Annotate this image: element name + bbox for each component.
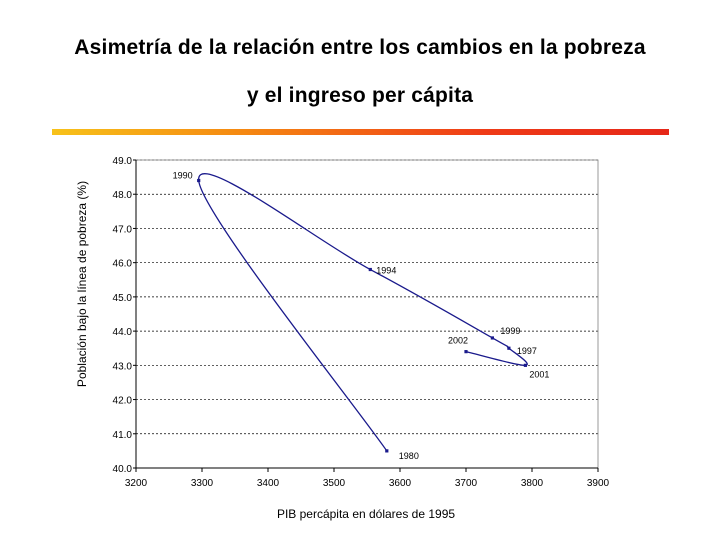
y-tick-label: 43.0 bbox=[113, 361, 133, 372]
data-point-label: 1997 bbox=[517, 346, 537, 356]
data-point-marker bbox=[385, 449, 389, 453]
x-tick-label: 3600 bbox=[389, 478, 412, 489]
y-tick-label: 45.0 bbox=[113, 293, 133, 304]
chart-panel: 40.0 41.0 42.0 43.0 44.0 45.0 46.0 47.0 48.0 49.0… bbox=[74, 148, 618, 528]
data-point-marker bbox=[523, 363, 527, 367]
series-line bbox=[198, 173, 528, 452]
data-point-label: 1980 bbox=[399, 451, 419, 461]
y-tick-label: 49.0 bbox=[113, 156, 133, 167]
plot-area-border bbox=[135, 159, 599, 469]
axis-layer: 40.0 41.0 42.0 43.0 44.0 45.0 46.0 47.0 48.0 49.0… bbox=[113, 156, 610, 489]
x-tick-label: 3800 bbox=[521, 478, 544, 489]
y-tick-label: 40.0 bbox=[113, 464, 133, 475]
x-tick-label: 3200 bbox=[125, 478, 148, 489]
x-tick-label: 3500 bbox=[323, 478, 346, 489]
x-tick-label: 3400 bbox=[257, 478, 280, 489]
data-point-label: 2002 bbox=[448, 336, 468, 346]
data-point-marker bbox=[507, 346, 511, 350]
x-tick-label: 3900 bbox=[587, 478, 610, 489]
x-tick-label: 3300 bbox=[191, 478, 214, 489]
chart-title-line-2: y el ingreso per cápita bbox=[246, 84, 474, 107]
y-tick-label: 42.0 bbox=[113, 396, 133, 407]
series-layer bbox=[197, 173, 528, 453]
x-tick-label: 3700 bbox=[455, 478, 478, 489]
scatter-line-chart: 40.0 41.0 42.0 43.0 44.0 45.0 46.0 47.0 48.0 49.0… bbox=[75, 156, 610, 521]
y-tick-label: 47.0 bbox=[113, 224, 133, 235]
point-label-layer: 1980 1990 1994 1999 1997 2001 2002 bbox=[173, 171, 550, 461]
data-point-marker bbox=[197, 178, 201, 183]
y-tick-label: 46.0 bbox=[113, 259, 133, 270]
y-axis-title: Población bajo la línea de pobreza (%) bbox=[75, 181, 89, 387]
grid-layer bbox=[136, 159, 598, 435]
data-point-label: 1990 bbox=[173, 171, 193, 181]
data-point-label: 2001 bbox=[529, 369, 549, 379]
y-tick-label: 44.0 bbox=[113, 327, 133, 338]
data-point-marker bbox=[368, 267, 372, 272]
data-point-marker bbox=[464, 350, 468, 354]
x-axis-title: PIB percápita en dólares de 1995 bbox=[277, 507, 455, 521]
y-tick-label: 48.0 bbox=[113, 190, 133, 201]
data-point-marker bbox=[490, 336, 494, 340]
data-point-label: 1999 bbox=[500, 326, 520, 336]
chart-title-line-1: Asimetría de la relación entre los cambi… bbox=[74, 36, 646, 59]
data-point-label: 1994 bbox=[376, 266, 396, 276]
y-tick-label: 41.0 bbox=[113, 430, 133, 441]
accent-divider-bar bbox=[52, 129, 669, 135]
